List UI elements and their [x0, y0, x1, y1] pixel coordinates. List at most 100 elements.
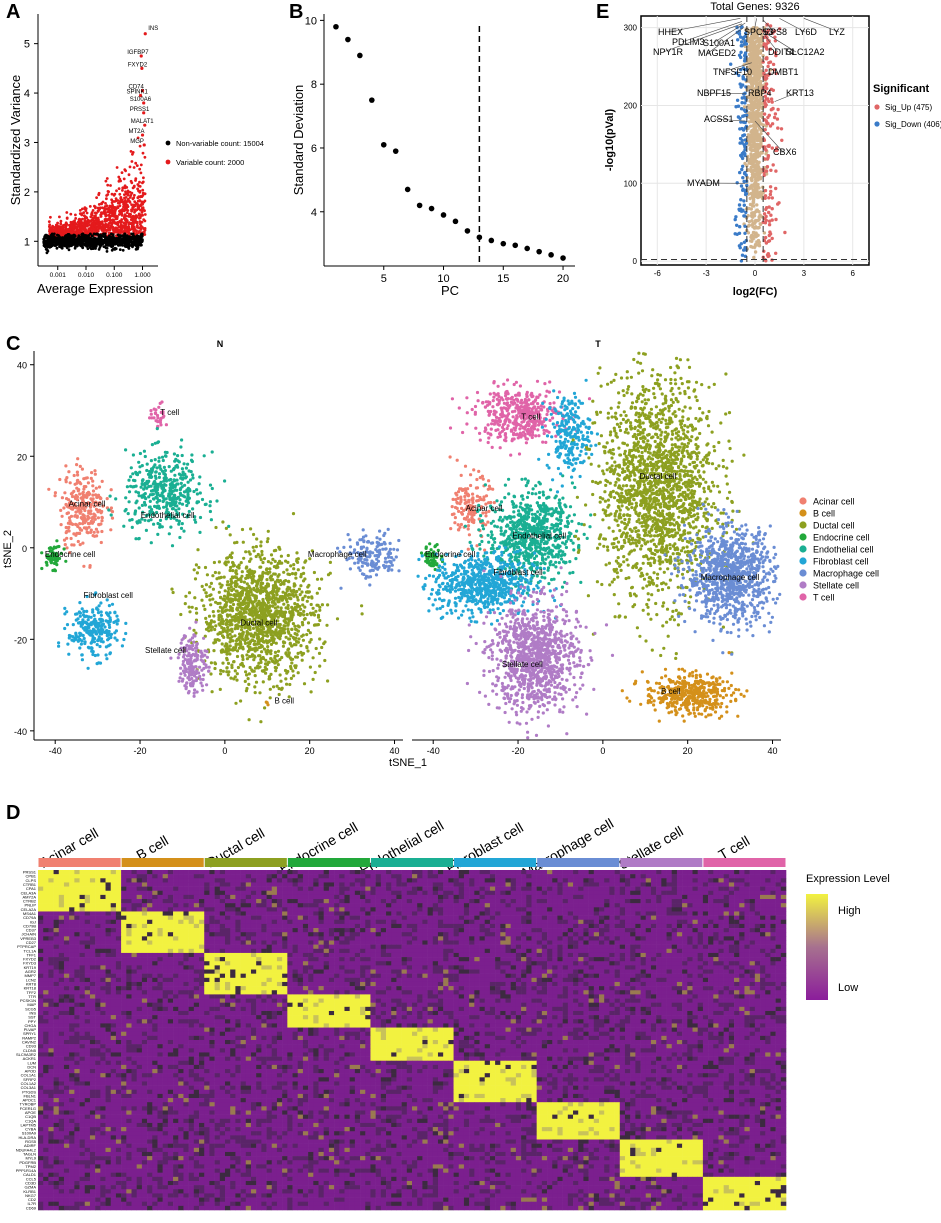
- e-ns-point: [749, 74, 753, 78]
- e-down-point: [743, 101, 747, 105]
- a-variable-point: [136, 203, 140, 207]
- c-n-cell-point: [375, 545, 379, 549]
- c-n-cell-point: [82, 636, 86, 641]
- a-variable-point: [96, 229, 100, 233]
- b-pc-point: [428, 205, 435, 212]
- e-ns-point: [748, 202, 753, 207]
- e-ylabel: -log10(pVal): [604, 108, 616, 171]
- c-n-cell-point: [40, 551, 44, 555]
- e-up-point: [773, 112, 778, 116]
- e-down-point: [740, 151, 745, 156]
- e-ns-point: [754, 63, 759, 67]
- e-up-point: [774, 217, 778, 222]
- a-nonvariable-point: [127, 238, 131, 242]
- b-ytick-label: 8: [311, 79, 317, 91]
- a-variable-point: [60, 228, 64, 232]
- a-variable-point: [87, 221, 91, 224]
- e-ns-point: [758, 143, 762, 147]
- a-nonvariable-point: [118, 248, 122, 252]
- e-up-point: [762, 249, 766, 253]
- c-n-cell-point: [69, 536, 73, 541]
- e-xtick-label: -6: [654, 269, 662, 278]
- c-n-cell-point: [87, 632, 91, 636]
- a-nonvariable-point: [127, 244, 131, 248]
- a-nonvariable-point: [140, 235, 143, 239]
- c-n-cell-point: [186, 480, 190, 484]
- c-n-cell-point: [151, 497, 156, 501]
- c-n-cell-point: [91, 620, 95, 624]
- c-n-cell-point: [55, 539, 59, 543]
- e-up-point: [763, 104, 767, 109]
- a-variable-point: [75, 231, 79, 235]
- a-nonvariable-point: [61, 240, 65, 244]
- a-nonvariable-point: [87, 243, 90, 247]
- c-n-cell-point: [91, 520, 95, 524]
- e-ns-point: [756, 94, 760, 98]
- c-n-cell-point: [90, 632, 94, 636]
- e-up-point: [767, 143, 771, 148]
- c-n-cell-point: [209, 603, 213, 607]
- a-variable-point: [48, 225, 51, 228]
- a-nonvariable-point: [72, 242, 76, 246]
- e-up-point: [765, 165, 770, 169]
- e-up-point: [770, 122, 775, 126]
- c-n-cell-point: [100, 479, 104, 483]
- a-variable-point: [91, 209, 95, 212]
- c-n-cell-point: [107, 604, 111, 608]
- e-up-point: [764, 241, 769, 245]
- c-n-cell-point: [89, 615, 93, 619]
- c-n-cell-point: [80, 658, 84, 662]
- e-ns-point: [751, 225, 755, 229]
- c-n-cell-point: [109, 513, 113, 517]
- e-ns-point: [750, 115, 754, 120]
- c-n-cell-point: [149, 541, 153, 545]
- a-nonvariable-point: [94, 247, 97, 250]
- e-ns-point: [755, 240, 759, 244]
- a-nonvariable-point: [81, 232, 85, 236]
- e-ytick-label: 0: [633, 257, 638, 266]
- a-variable-point: [104, 214, 108, 218]
- c-n-cell-point: [82, 487, 86, 491]
- c-n-cell-point: [80, 639, 84, 643]
- a-variable-point: [110, 198, 113, 202]
- e-down-point: [734, 105, 738, 109]
- c-n-cell-point: [99, 613, 103, 617]
- c-n-cell-point: [86, 531, 90, 535]
- c-n-cell-point: [95, 623, 99, 627]
- a-nonvariable-point: [64, 244, 68, 248]
- c-n-cell-point: [77, 638, 81, 642]
- c-n-cell-point: [237, 563, 241, 567]
- c-n-cell-point: [285, 682, 289, 686]
- c-n-cell-point: [150, 416, 154, 420]
- c-n-cell-point: [298, 593, 302, 597]
- e-up-point: [766, 252, 770, 256]
- a-gene-label: S100A6: [130, 97, 152, 103]
- c-n-cell-point: [115, 638, 119, 642]
- c-n-cell-point: [98, 661, 103, 665]
- c-n-cell-point: [167, 465, 171, 469]
- a-nonvariable-point: [92, 232, 96, 236]
- b-ytick-label: 6: [311, 143, 317, 155]
- e-ns-point: [750, 69, 754, 73]
- a-variable-point: [91, 216, 95, 220]
- a-variable-point: [74, 217, 78, 220]
- a-variable-point: [66, 230, 70, 233]
- c-n-cell-point: [173, 459, 177, 463]
- c-n-cell-point: [127, 490, 132, 494]
- a-nonvariable-point: [67, 248, 71, 252]
- e-legend-dot-up: [874, 104, 880, 110]
- b-pc-point: [440, 212, 447, 218]
- e-down-point: [742, 199, 746, 203]
- b-pc-point: [369, 97, 375, 103]
- c-n-cell-point: [208, 509, 212, 514]
- c-n-cell-point: [63, 543, 67, 547]
- e-gene-leader: [753, 18, 757, 33]
- b-pc-point: [416, 202, 423, 209]
- e-ytick-label: 300: [624, 24, 638, 33]
- b-xtick-label: 20: [557, 273, 569, 285]
- a-variable-point: [105, 177, 109, 180]
- a-variable-point: [109, 221, 112, 225]
- c-n-cell-point: [231, 602, 236, 607]
- a-variable-point: [126, 197, 130, 201]
- c-n-cell-point: [368, 569, 372, 573]
